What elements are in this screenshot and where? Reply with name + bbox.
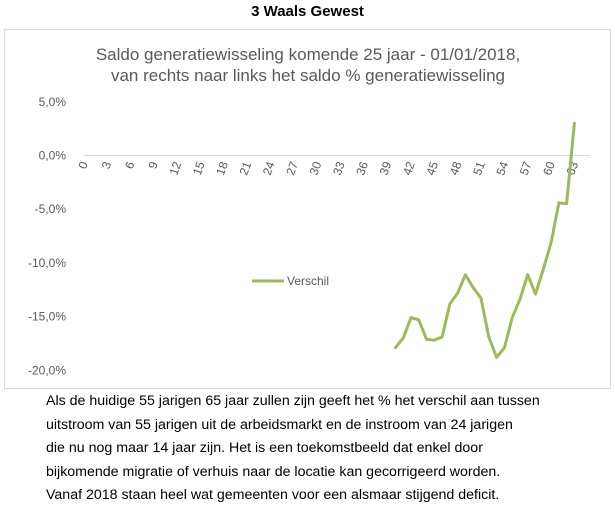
x-tick-label: 3: [99, 159, 115, 170]
y-tick-label: -5,0%: [35, 202, 67, 216]
chart-svg: Saldo generatiewisseling komende 25 jaar…: [28, 45, 590, 377]
y-tick-label: -15,0%: [28, 310, 66, 324]
x-tick-label: 60: [540, 159, 558, 177]
x-tick-label: 18: [213, 159, 231, 177]
y-tick-label: -10,0%: [28, 256, 66, 270]
x-tick-label: 12: [167, 159, 185, 177]
x-tick-label: 21: [237, 159, 255, 177]
x-tick-label: 15: [190, 159, 208, 177]
caption-line: bijkomende migratie of verhuis naar de l…: [46, 463, 501, 480]
caption-line: Als de huidige 55 jarigen 65 jaar zullen…: [46, 393, 540, 409]
y-tick-label: -20,0%: [28, 363, 66, 377]
y-tick-label: 0,0%: [39, 149, 67, 163]
caption-line: Vanaf 2018 staan heel wat gemeenten voor…: [46, 487, 500, 503]
chart-title-line: Saldo generatiewisseling komende 25 jaar…: [96, 45, 520, 64]
x-tick-label: 24: [260, 159, 278, 177]
x-tick-label: 0: [75, 159, 91, 170]
x-tick-label: 57: [517, 159, 535, 177]
page-heading: 3 Waals Gewest: [251, 3, 364, 20]
series-line-verschil: [393, 121, 576, 359]
caption-line: uitstroom van 55 jarigen uit de arbeidsm…: [46, 416, 513, 433]
x-tick-label: 54: [493, 159, 511, 177]
x-tick-label: 42: [400, 159, 418, 177]
x-tick-label: 51: [470, 159, 488, 177]
x-tick-label: 9: [145, 159, 161, 170]
x-tick-label: 45: [423, 159, 441, 177]
y-tick-label: 5,0%: [39, 95, 67, 109]
x-tick-label: 27: [283, 159, 301, 177]
x-tick-label: 36: [353, 159, 371, 177]
legend-label: Verschil: [287, 274, 329, 288]
x-tick-label: 30: [307, 159, 325, 177]
x-tick-label: 33: [330, 159, 348, 177]
x-tick-label: 6: [122, 159, 138, 170]
x-tick-label: 48: [447, 159, 465, 177]
x-tick-label: 39: [377, 159, 395, 177]
caption: Als de huidige 55 jarigen 65 jaar zullen…: [46, 390, 614, 508]
caption-line: die nu nog maar 14 jaar zijn. Het is een…: [46, 440, 483, 456]
chart-title-line: van rechts naar links het saldo % genera…: [111, 66, 505, 85]
x-tick-label: 63: [564, 159, 582, 177]
